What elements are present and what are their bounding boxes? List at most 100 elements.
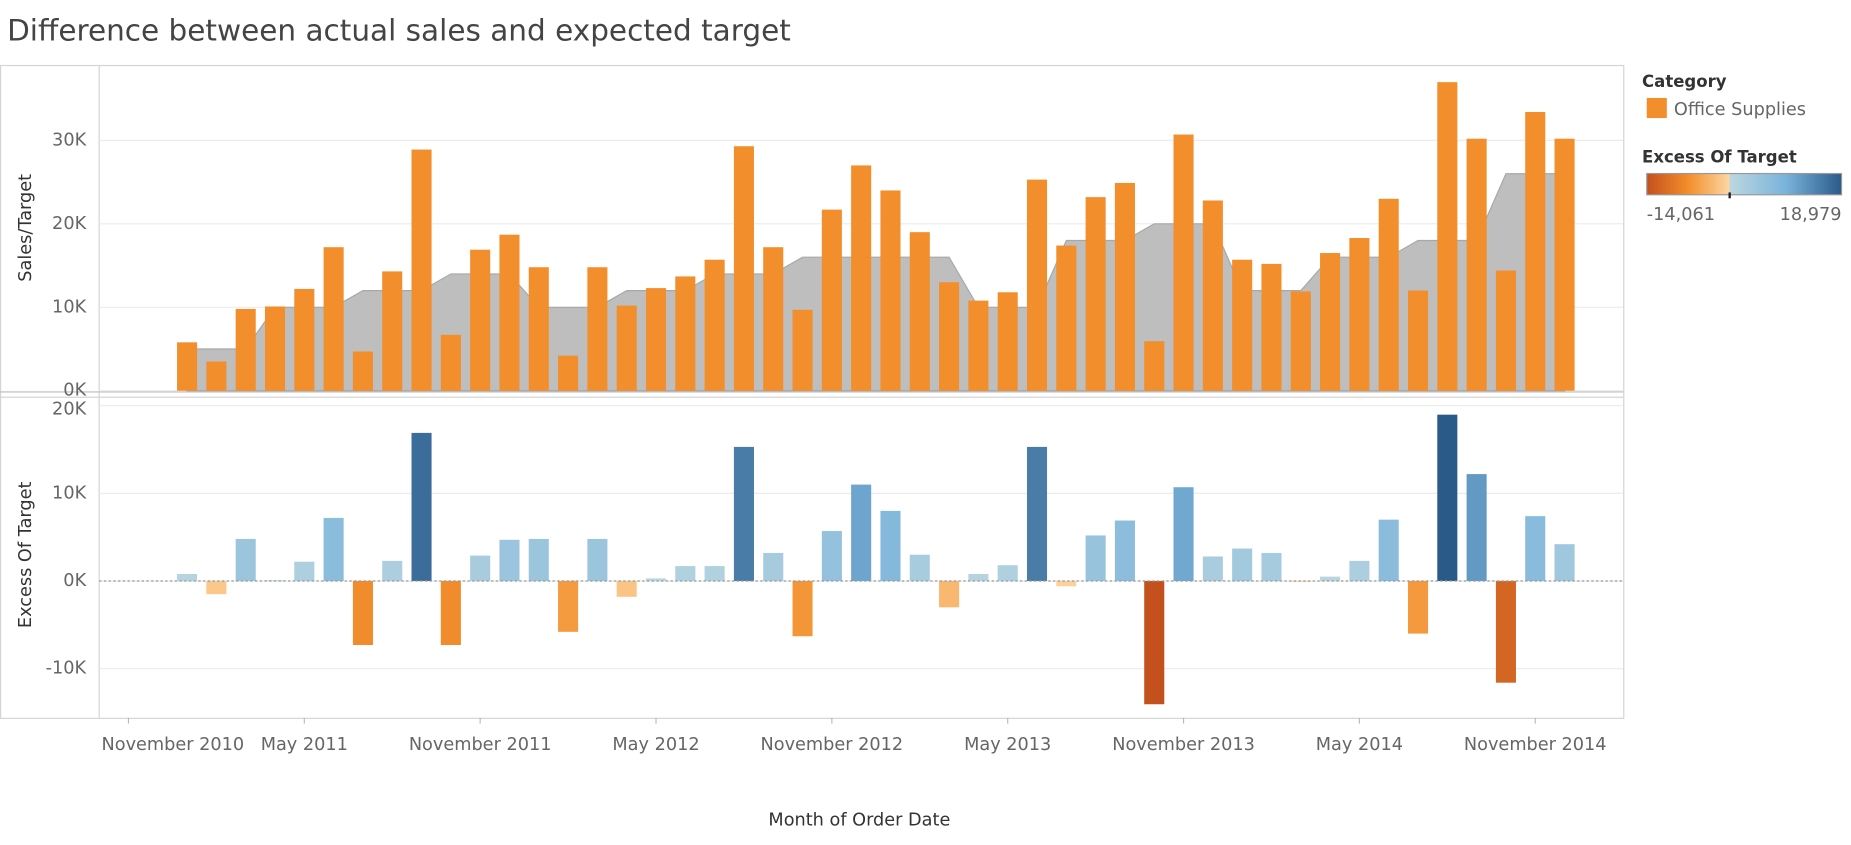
bar [470,555,491,582]
bar [1495,270,1516,391]
bar [235,308,256,391]
bar [939,282,960,391]
bar [264,306,286,391]
bar [968,573,989,582]
bar [499,234,520,391]
color-legend [1646,172,1843,196]
bar [1466,474,1487,582]
bar [177,342,198,391]
x-tick-label: May 2014 [1316,735,1403,755]
bar [440,581,461,645]
bar [851,484,872,582]
bar [939,581,960,608]
legend-title: Category [1642,72,1727,91]
bar [792,581,813,637]
bar [206,361,227,391]
bar [294,288,315,391]
bar [558,355,579,391]
bar [1320,253,1341,391]
bar [352,581,373,645]
bar [1525,516,1546,582]
bar [411,432,432,582]
legend-min: -14,061 [1647,205,1715,225]
bar [382,560,403,582]
bar [323,247,344,391]
bar [1114,520,1135,582]
bar [880,190,901,391]
y-tick-label: 30K [52,130,87,150]
legend-label: Office Supplies [1674,100,1806,120]
y-axis-title: Excess Of Target [16,482,36,629]
bar [1173,487,1194,582]
bar [440,334,461,391]
bar [470,249,491,391]
bar [1056,245,1077,391]
x-axis-title: Month of Order Date [768,810,950,830]
y-tick-label: 20K [52,214,87,234]
bar [1407,581,1429,634]
bar [1085,535,1106,582]
bar [1320,576,1341,582]
bar [1378,198,1399,391]
bar [1349,560,1370,582]
bar [1114,182,1135,391]
bar [411,149,432,391]
legend-swatch [1646,97,1667,119]
bar [1173,134,1194,391]
bar [1466,138,1487,391]
y-tick-label: 10K [52,297,87,317]
bar [558,581,579,632]
legend-max: 18,979 [1780,205,1842,225]
bar [1378,519,1399,582]
x-tick-label: November 2011 [409,735,552,755]
x-tick-label: May 2012 [612,735,699,755]
bar [1144,581,1165,705]
bar [587,538,608,582]
bar [1026,446,1048,582]
y-tick-label: 0K [63,381,86,401]
bar [997,565,1018,582]
bar [968,300,989,391]
bar [675,566,696,582]
bar [704,566,725,582]
bar [1437,414,1458,582]
bar [206,581,227,595]
bar [323,517,344,582]
x-tick-label: November 2012 [761,735,904,755]
y-tick-label: 0K [63,571,86,591]
bar [1232,259,1253,391]
bar [587,267,608,391]
x-tick-label: May 2011 [261,735,348,755]
bar [821,209,842,391]
bar [880,510,901,582]
bar [645,288,667,391]
legend-title: Excess Of Target [1642,148,1797,167]
bar [1261,263,1282,391]
bar [733,146,754,391]
bar [1056,581,1077,587]
bar [821,531,842,582]
bar [1290,291,1311,391]
y-axis-title: Sales/Target [16,174,36,282]
x-tick-label: November 2010 [102,735,245,755]
bar [1261,552,1282,582]
bar [909,554,930,582]
bar [675,276,696,391]
bar [909,232,930,391]
bar [235,538,256,582]
bar [1407,290,1429,391]
bar [763,247,784,391]
bar [1144,341,1165,391]
bar [1232,548,1253,582]
bar [704,259,725,391]
bar [645,578,667,582]
bar [763,552,784,582]
x-tick-label: November 2014 [1464,735,1607,755]
bar [1349,238,1370,391]
bar [382,271,403,391]
x-tick-label: November 2013 [1112,735,1255,755]
x-tick-label: May 2013 [964,735,1051,755]
bar [1202,200,1223,391]
bar [177,573,198,582]
bar [499,539,520,582]
